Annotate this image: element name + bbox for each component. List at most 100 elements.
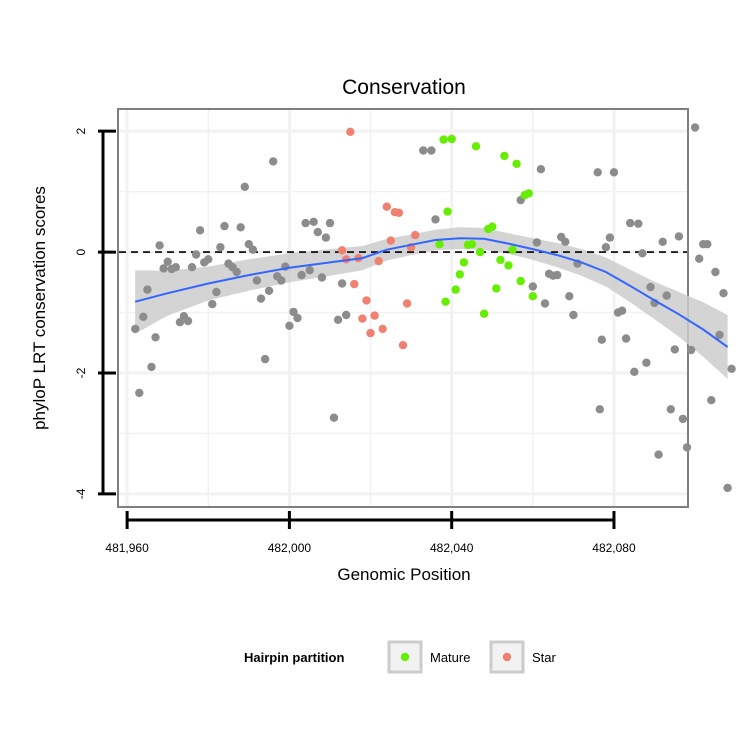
data-point-star [378, 324, 387, 334]
legend-label-star: Star [532, 650, 557, 665]
data-point-star [398, 341, 408, 350]
data-point-other [195, 226, 205, 235]
data-point-other [630, 367, 639, 376]
data-point-other [175, 318, 185, 327]
data-point-other [686, 345, 696, 355]
data-point-other [605, 233, 615, 242]
data-point-other [305, 266, 314, 275]
data-point-star [370, 311, 379, 320]
data-point-star [394, 208, 404, 217]
data-point-other [621, 334, 631, 343]
data-point-other [662, 291, 671, 300]
data-point-other [321, 233, 331, 242]
x-axis-title: Genomic Position [337, 565, 470, 584]
data-point-other [593, 168, 602, 177]
data-point-star [366, 328, 375, 338]
data-point-other [139, 312, 148, 321]
data-point-other [642, 358, 651, 367]
data-point-other [256, 294, 266, 303]
data-point-mature [492, 284, 501, 293]
data-point-other [540, 299, 550, 308]
smooth-line [134, 237, 729, 348]
data-point-mature [504, 261, 513, 270]
data-point-other [252, 276, 262, 285]
data-points [131, 123, 736, 493]
y-tick-label: 0 [74, 248, 88, 255]
data-point-other [597, 335, 606, 344]
data-point-mature [443, 207, 452, 216]
data-point-other [532, 238, 542, 247]
legend-marker-star [502, 652, 512, 662]
data-point-other [670, 345, 679, 354]
data-point-other [601, 243, 611, 252]
data-point-other [285, 321, 294, 330]
data-point-star [346, 127, 355, 136]
data-point-mature [479, 309, 489, 318]
data-point-other [240, 182, 249, 191]
data-point-mature [441, 297, 450, 306]
data-point-other [264, 286, 274, 295]
data-point-other [646, 282, 655, 292]
y-tick-label: -4 [74, 488, 88, 499]
data-point-other [131, 324, 140, 334]
chart-title: Conservation [342, 76, 466, 99]
legend-marker-mature [400, 652, 410, 662]
plot-panel [117, 108, 689, 508]
data-point-other [187, 263, 197, 272]
data-point-mature [459, 258, 469, 267]
data-point-other [155, 241, 164, 250]
data-point-mature [512, 159, 521, 168]
data-point-other [427, 146, 436, 155]
data-point-other [528, 282, 537, 291]
data-point-other [269, 157, 278, 166]
data-point-other [147, 362, 156, 372]
data-point-mature [455, 270, 464, 279]
data-point-star [411, 230, 420, 240]
y-axis-title: phyloP LRT conservation scores [30, 186, 49, 430]
data-point-star [402, 299, 412, 308]
data-point-star [358, 314, 367, 323]
data-point-other [666, 405, 675, 414]
data-point-star [382, 202, 391, 211]
data-point-other [715, 330, 724, 340]
data-point-other [638, 249, 647, 258]
data-point-other [337, 279, 347, 288]
data-point-other [553, 270, 562, 280]
data-point-other [707, 396, 716, 405]
data-point-other [191, 250, 201, 259]
y-tick-label: -2 [74, 367, 88, 378]
data-point-other [723, 483, 732, 493]
data-point-other [674, 232, 684, 241]
data-point-mature [508, 245, 517, 254]
data-point-other [236, 223, 245, 232]
data-point-mature [451, 285, 460, 294]
data-point-other [208, 299, 217, 309]
data-point-other [719, 289, 728, 298]
data-point-star [386, 236, 395, 245]
data-point-other [297, 270, 306, 280]
data-point-other [151, 333, 160, 342]
data-point-other [703, 240, 712, 249]
data-point-other [293, 313, 302, 323]
data-point-mature [435, 240, 444, 249]
grid [119, 110, 687, 506]
data-point-mature [475, 247, 485, 257]
data-point-mature [500, 151, 509, 161]
data-point-other [317, 273, 327, 282]
data-point-other [690, 123, 700, 132]
data-point-mature [467, 240, 477, 249]
data-point-other [313, 227, 322, 237]
data-point-other [678, 414, 688, 424]
data-point-mature [471, 142, 481, 151]
data-point-other [565, 292, 574, 301]
data-point-other [431, 215, 440, 224]
data-point-other [289, 307, 298, 317]
legend: Hairpin partition Mature Star [244, 640, 557, 674]
data-point-star [337, 246, 347, 255]
data-point-star [362, 296, 371, 305]
x-tick-label: 482,080 [592, 541, 636, 555]
data-point-other [309, 217, 318, 226]
data-point-other [159, 264, 168, 273]
